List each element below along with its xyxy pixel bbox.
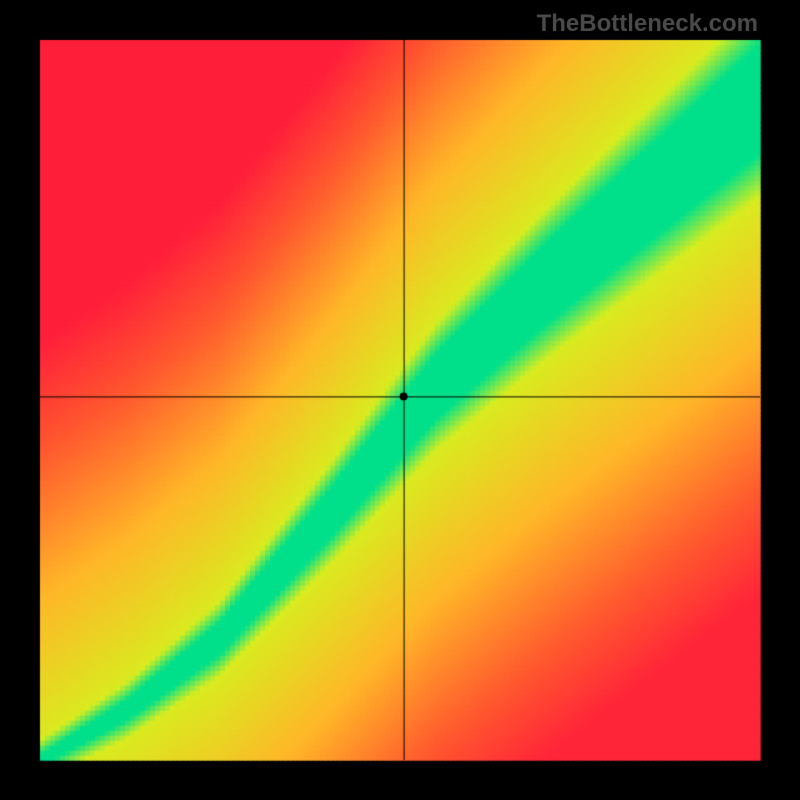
chart-container: TheBottleneck.com [0,0,800,800]
watermark-text: TheBottleneck.com [537,10,758,38]
bottleneck-heatmap [0,0,800,800]
